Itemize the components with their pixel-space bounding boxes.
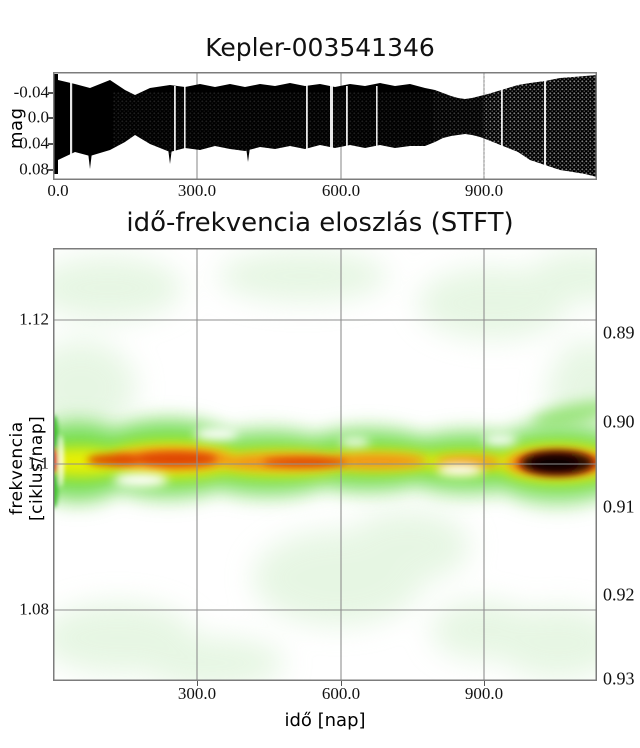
ridge-wisp <box>531 400 597 428</box>
max-power-blob <box>521 451 593 475</box>
light-curve-plot <box>53 72 597 180</box>
ytick-0.04: 0.04 <box>19 133 49 153</box>
ytick-1.08: 1.08 <box>19 599 49 619</box>
ytick-0.08: 0.08 <box>19 159 49 179</box>
bottom-chart-xlabel: idő [nap] <box>284 710 366 731</box>
xtick-mark <box>483 681 485 686</box>
xtick2-300: 300.0 <box>177 684 217 703</box>
heatmap-grid <box>53 248 597 681</box>
top-chart-title: Kepler-003541346 <box>205 33 435 62</box>
ytick-0.0: 0.0 <box>27 107 49 127</box>
bottom-chart-title: idő-frekvencia eloszlás (STFT) <box>126 208 514 238</box>
xtick-900: 900.0 <box>464 181 504 200</box>
rtick-0.91: 0.91 <box>603 496 635 517</box>
ytick-1.12: 1.12 <box>19 309 49 329</box>
ytick--0.04: -0.04 <box>13 82 49 102</box>
ridge-notches <box>114 428 517 487</box>
xtick-mark <box>196 681 198 686</box>
rtick-0.89: 0.89 <box>603 322 635 343</box>
xtick2-900: 900.0 <box>464 684 504 703</box>
ytick-mark <box>48 169 53 171</box>
rtick-0.93: 0.93 <box>603 668 635 689</box>
stft-heatmap-plot <box>53 248 597 681</box>
light-curve-canvas <box>53 72 597 180</box>
ytick-mark <box>48 92 53 94</box>
rtick-0.90: 0.90 <box>603 411 635 432</box>
ytick-mark <box>48 143 53 145</box>
xtick-0: 0.0 <box>47 181 69 200</box>
stft-heatmap-canvas <box>53 248 597 681</box>
xtick2-600: 600.0 <box>321 684 361 703</box>
ytick-mark <box>48 117 53 119</box>
xtick-mark <box>340 681 342 686</box>
xtick-600: 600.0 <box>321 181 361 200</box>
rtick-0.92: 0.92 <box>603 584 635 605</box>
xtick-300: 300.0 <box>177 181 217 200</box>
ytick-1.1: 1.1 <box>27 453 49 473</box>
background-patches <box>53 250 597 681</box>
